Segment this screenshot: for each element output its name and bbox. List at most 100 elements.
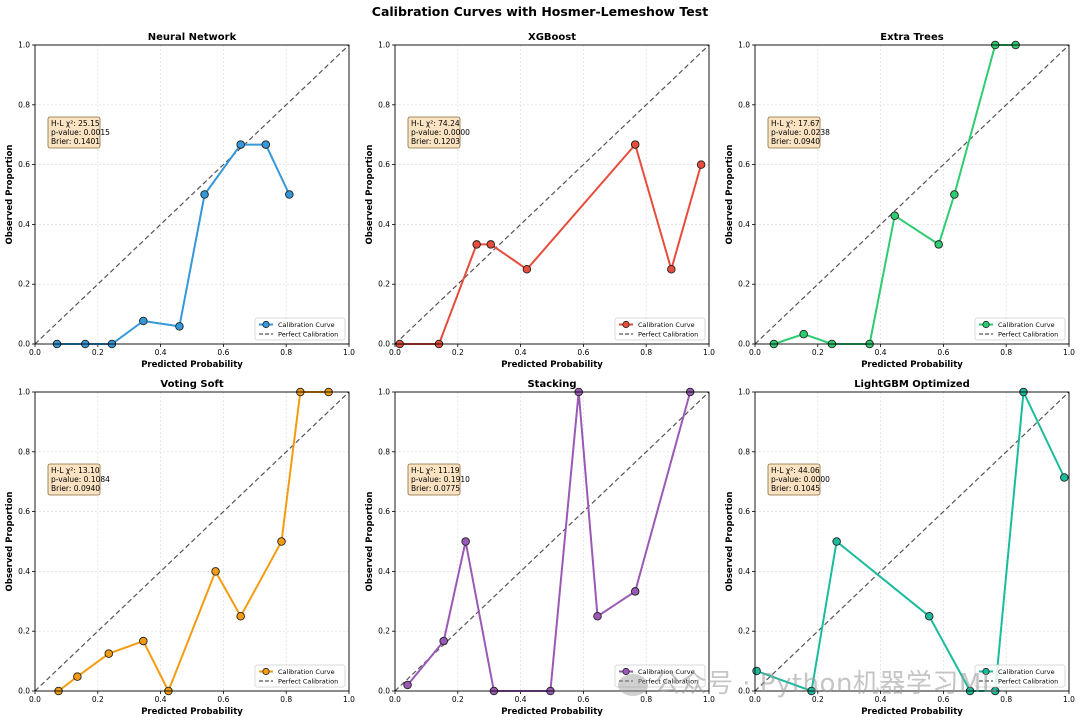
stat-brier: Brier: 0.0940	[51, 484, 100, 493]
legend-curve-label: Calibration Curve	[638, 668, 695, 676]
legend-perfect-label: Perfect Calibration	[638, 678, 698, 686]
calibration-point	[439, 636, 448, 646]
x-tick-label: 1.0	[703, 348, 715, 357]
figure-title: Calibration Curves with Hosmer-Lemeshow …	[372, 4, 708, 19]
x-tick-label: 0.6	[217, 348, 229, 357]
y-tick-label: 0.2	[18, 627, 30, 636]
y-axis-label: Observed Proportion	[5, 492, 15, 592]
legend-curve-marker	[982, 667, 990, 676]
x-tick-label: 1.0	[703, 695, 715, 704]
calibration-point	[200, 190, 209, 199]
y-axis-label: Observed Proportion	[365, 145, 375, 245]
x-tick-label: 0.8	[640, 348, 652, 357]
perfect-calibration-line	[34, 44, 350, 345]
wechat-icon	[618, 673, 648, 696]
stats-box	[767, 463, 821, 496]
y-tick-label: 0.6	[378, 160, 390, 169]
panel-lightgbm-optimized: LightGBM Optimized 0.0 0.2 0.4 0.6 0.8 1.0 0.0 0…	[725, 379, 1075, 717]
y-axis-label: Observed Proportion	[725, 492, 735, 592]
y-tick-label: 0.2	[738, 627, 750, 636]
y-tick-label: 0.4	[378, 220, 390, 229]
x-tick-label: 0.2	[452, 348, 464, 357]
y-tick-label: 0.2	[378, 627, 390, 636]
plot-frame	[754, 44, 1070, 345]
x-tick-label: 1.0	[343, 348, 355, 357]
x-axis-label: Predicted Probability	[501, 707, 603, 717]
y-tick-label: 1.0	[18, 388, 30, 397]
calibration-curve-line	[57, 143, 291, 345]
x-axis-label: Predicted Probability	[861, 360, 963, 370]
y-tick-label: 0.6	[738, 160, 750, 169]
x-axis-label: Predicted Probability	[861, 707, 963, 717]
y-tick-label: 0.2	[738, 280, 750, 289]
calibration-point	[73, 672, 82, 681]
x-tick-label: 0.0	[29, 348, 41, 357]
y-tick-label: 0.8	[378, 100, 390, 109]
y-tick-label: 0.6	[738, 507, 750, 516]
panel-title: Stacking	[527, 379, 576, 390]
plot-frame	[34, 44, 350, 345]
panel-neural-network: Neural Network 0.0 0.2 0.4 0.6 0.8 1.0 0.0 0.2 0.…	[5, 32, 355, 370]
calibration-point	[832, 537, 841, 546]
legend-box	[614, 664, 706, 688]
legend-perfect-label: Perfect Calibration	[278, 678, 338, 686]
legend-perfect-label: Perfect Calibration	[278, 331, 338, 339]
calibration-point	[285, 190, 294, 199]
stat-brier: Brier: 0.1203	[411, 137, 460, 146]
legend: Calibration Curve Perfect Calibration	[614, 317, 706, 341]
y-tick-label: 0.0	[738, 340, 750, 349]
legend-curve-marker	[622, 667, 630, 676]
panel-extra-trees: Extra Trees 0.0 0.2 0.4 0.6 0.8 1.0 0.0 0.2 0.4 0.…	[725, 32, 1075, 370]
legend-box	[254, 664, 346, 688]
x-tick-label: 0.6	[937, 348, 949, 357]
panel-title: XGBoost	[528, 32, 576, 43]
legend-curve-label: Calibration Curve	[278, 321, 335, 329]
stats-box	[407, 463, 461, 496]
y-tick-label: 0.6	[18, 507, 30, 516]
plot-frame	[754, 391, 1070, 692]
legend-perfect-label: Perfect Calibration	[998, 331, 1058, 339]
x-tick-label: 0.0	[29, 695, 41, 704]
stat-hl-chi2: H-L χ²: 11.19	[411, 466, 460, 475]
legend-curve-marker	[262, 320, 270, 329]
y-tick-label: 0.0	[18, 687, 30, 696]
x-tick-label: 0.6	[577, 348, 589, 357]
y-tick-label: 0.4	[18, 567, 30, 576]
y-tick-label: 0.4	[738, 220, 750, 229]
stats-box	[767, 116, 821, 149]
perfect-calibration-line	[394, 44, 710, 345]
legend-box	[974, 317, 1066, 341]
calibration-point	[630, 140, 640, 149]
y-tick-label: 0.4	[378, 567, 390, 576]
stat-brier: Brier: 0.1045	[771, 484, 820, 493]
calibration-point	[950, 190, 959, 199]
x-tick-label: 0.4	[515, 695, 527, 704]
x-tick-label: 0.2	[452, 695, 464, 704]
perfect-calibration-line	[754, 44, 1070, 345]
stat-p-value: p-value: 0.0000	[411, 128, 470, 137]
stat-hl-chi2: H-L χ²: 74.24	[411, 119, 460, 128]
calibration-point	[211, 567, 220, 576]
legend-perfect-label: Perfect Calibration	[998, 678, 1058, 686]
legend-curve-label: Calibration Curve	[998, 668, 1055, 676]
stats-box	[407, 116, 461, 149]
y-tick-label: 0.6	[378, 507, 390, 516]
x-tick-label: 0.2	[812, 348, 824, 357]
stats-box	[47, 463, 101, 496]
stat-hl-chi2: H-L χ²: 17.67	[771, 119, 820, 128]
panels-grid: Neural Network 0.0 0.2 0.4 0.6 0.8 1.0 0.0 0.2 0.…	[5, 32, 1075, 717]
panel-title: Voting Soft	[160, 379, 223, 390]
stat-p-value: p-value: 0.1910	[411, 475, 470, 484]
x-tick-label: 0.0	[389, 348, 401, 357]
legend-curve-marker	[982, 320, 990, 329]
stat-brier: Brier: 0.0940	[771, 137, 820, 146]
y-tick-label: 0.2	[18, 280, 30, 289]
legend-curve-label: Calibration Curve	[998, 321, 1055, 329]
x-tick-label: 0.4	[515, 348, 527, 357]
y-tick-label: 1.0	[738, 388, 750, 397]
x-tick-label: 0.4	[155, 695, 167, 704]
x-axis-label: Predicted Probability	[141, 707, 243, 717]
y-tick-label: 0.4	[738, 567, 750, 576]
calibration-curve-line	[57, 391, 329, 692]
